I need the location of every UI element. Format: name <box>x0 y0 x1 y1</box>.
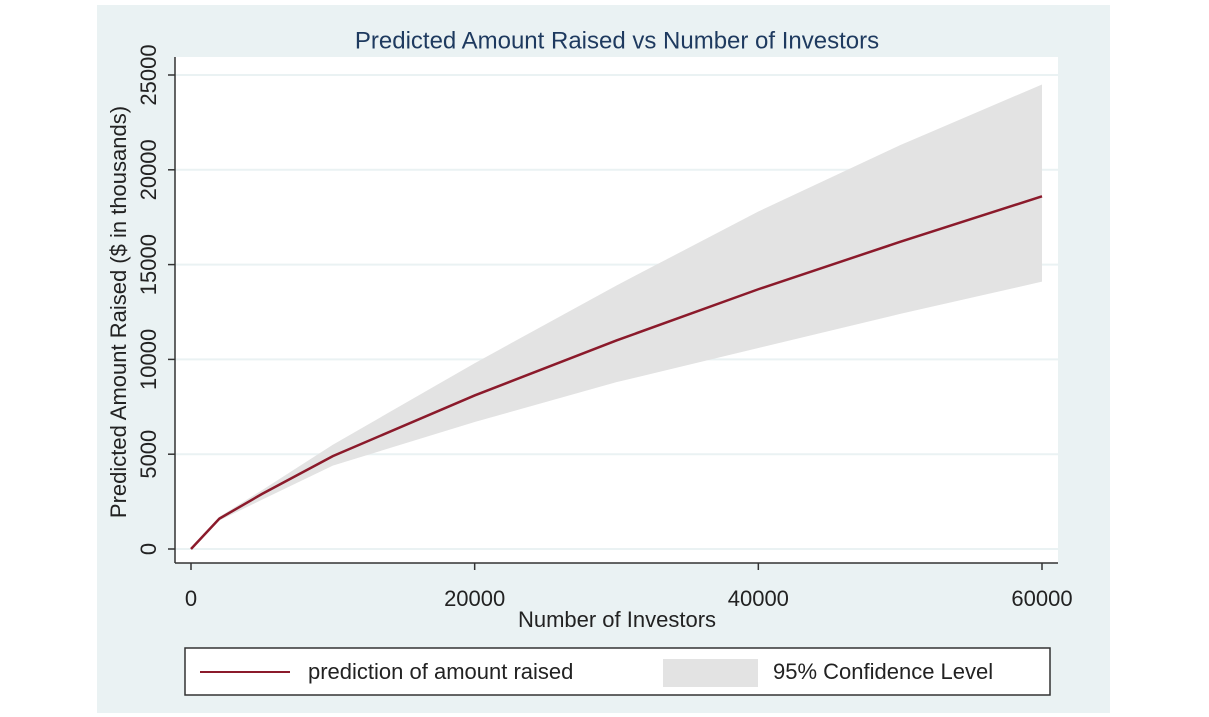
x-tick-label: 20000 <box>444 586 505 611</box>
y-tick-label: 25000 <box>136 44 161 105</box>
y-tick-label: 0 <box>136 543 161 555</box>
legend-swatch <box>663 659 758 687</box>
x-tick-label: 0 <box>185 586 197 611</box>
chart-title: Predicted Amount Raised vs Number of Inv… <box>355 27 879 54</box>
y-axis-label: Predicted Amount Raised ($ in thousands) <box>106 106 131 518</box>
x-axis-label: Number of Investors <box>518 607 716 632</box>
line <box>190 195 1043 550</box>
y-tick-label: 15000 <box>136 234 161 295</box>
y-tick-label: 10000 <box>136 329 161 390</box>
y-tick-label: 20000 <box>136 139 161 200</box>
legend-label: prediction of amount raised <box>308 659 573 684</box>
legend <box>184 647 1051 696</box>
legend-label: 95% Confidence Level <box>773 659 993 684</box>
x-tick-label: 60000 <box>1011 586 1072 611</box>
x-tick-label: 40000 <box>728 586 789 611</box>
y-tick-label: 5000 <box>136 430 161 479</box>
confidence-band <box>191 84 1042 549</box>
